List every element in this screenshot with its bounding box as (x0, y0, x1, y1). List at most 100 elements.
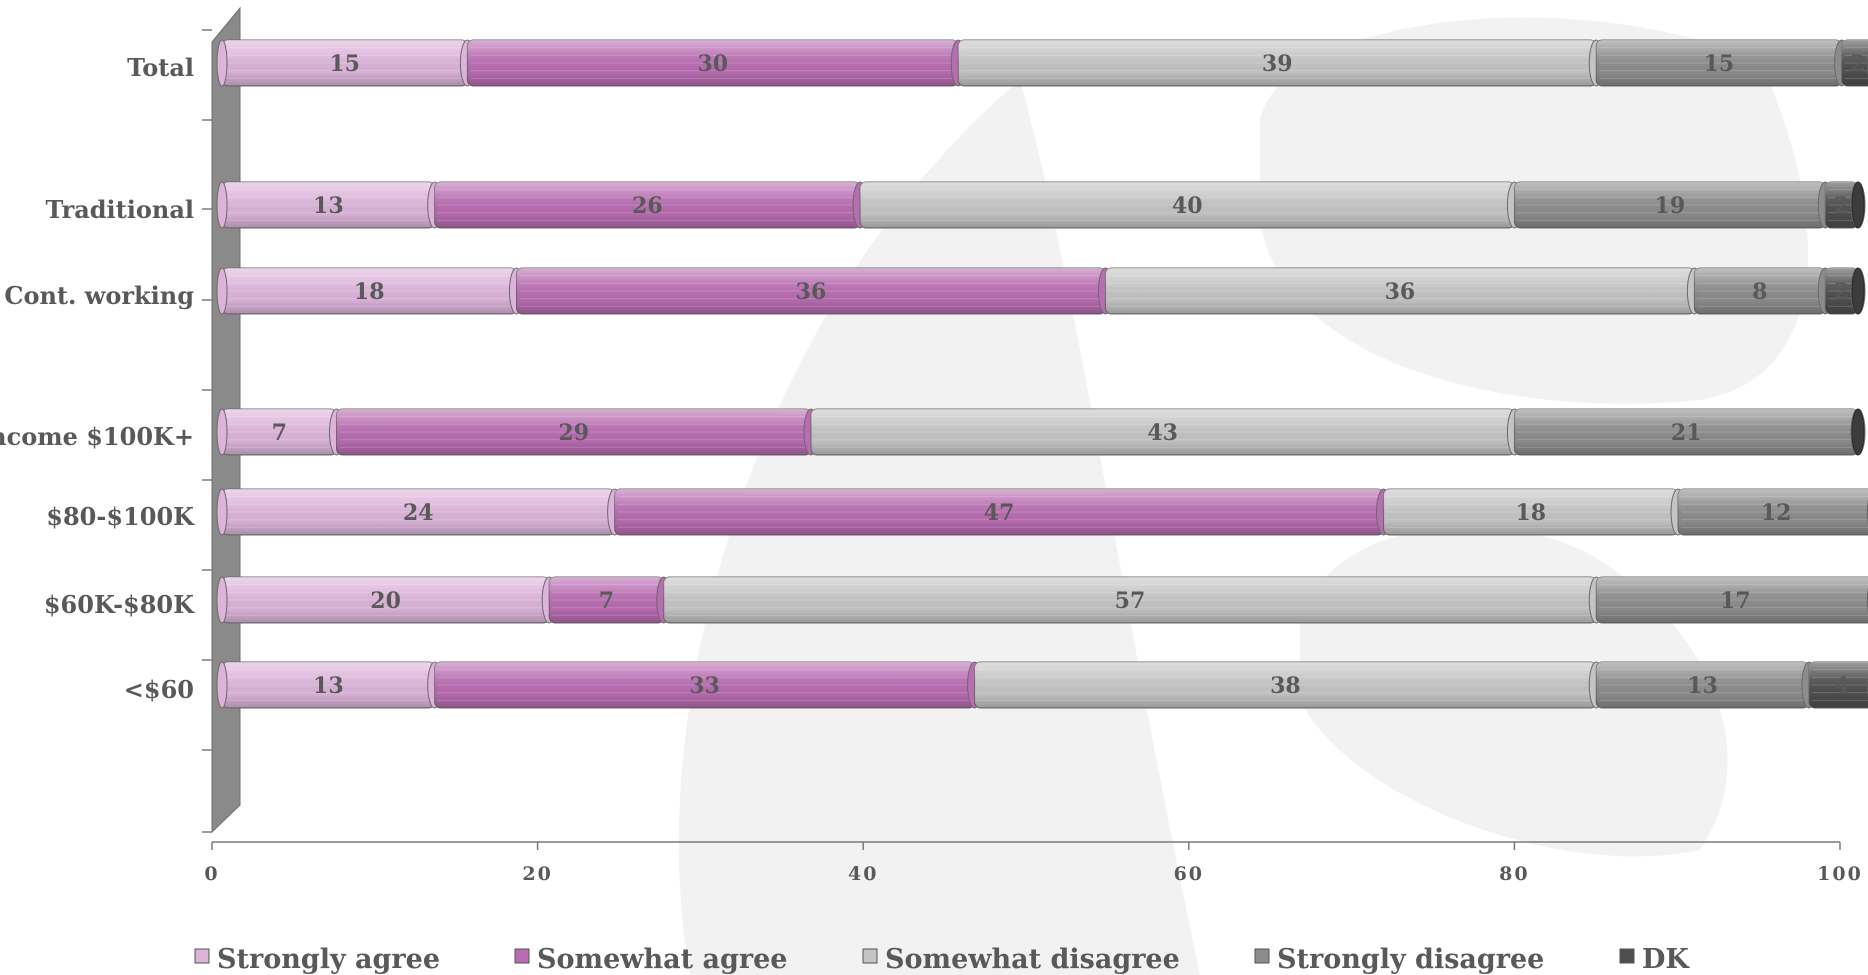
bar-start-cap-cont-working (216, 267, 228, 315)
bar-80-100k-somewhat-disagree-value-label: 18 (1515, 500, 1546, 526)
bar-total-dk-value-label: 2 (1850, 51, 1865, 77)
bar-end-cap-income-100k (1851, 408, 1865, 456)
bar-income-100k-strongly-disagree: 21 (1513, 408, 1866, 456)
bar-traditional-somewhat-disagree: 40 (859, 181, 1522, 229)
bar-cont-working-strongly-agree: 18 (221, 267, 524, 315)
bar-60k-80k-strongly-agree: 20 (221, 576, 557, 624)
bar-80-100k-strongly-disagree-shine (1678, 489, 1868, 535)
legend-label-somewhat-agree: Somewhat agree (537, 944, 787, 975)
x-tick-label-0: 0 (204, 863, 219, 885)
bar-60-strongly-disagree: 13 (1595, 661, 1817, 709)
bar-total-strongly-disagree-value-label: 15 (1704, 51, 1735, 77)
x-tick-label-100: 100 (1817, 863, 1863, 885)
bar-income-100k-somewhat-disagree: 43 (810, 408, 1522, 456)
bar-60k-80k-somewhat-agree: 7 (548, 576, 672, 624)
bar-80-100k-strongly-agree-shine (222, 489, 615, 535)
bar-80-100k-somewhat-agree-value-label: 47 (984, 500, 1015, 526)
bar-end-cap-traditional (1851, 181, 1865, 229)
bar-60-strongly-agree-value-label: 13 (313, 673, 344, 699)
bar-60k-80k-somewhat-agree-shine (549, 577, 664, 623)
bar-60-dk-value-label: 4 (1834, 673, 1849, 699)
bar-total-strongly-disagree: 15 (1595, 39, 1850, 87)
bar-traditional-strongly-agree: 13 (221, 181, 443, 229)
bar-traditional-strongly-disagree-value-label: 19 (1655, 193, 1686, 219)
bar-cont-working-strongly-agree-shine (222, 268, 517, 314)
bar-total-dk-shine (1841, 40, 1868, 86)
bar-60-somewhat-disagree-value-label: 38 (1270, 673, 1301, 699)
bar-start-cap-total (216, 39, 228, 87)
bar-80-100k-somewhat-disagree: 18 (1383, 488, 1686, 536)
bar-60-somewhat-agree-value-label: 33 (689, 673, 720, 699)
bar-traditional-somewhat-agree-value-label: 26 (632, 193, 663, 219)
legend-swatch-somewhat-disagree (862, 948, 878, 964)
bar-cont-working-somewhat-agree: 36 (515, 267, 1113, 315)
bar-traditional-strongly-disagree-shine (1514, 182, 1826, 228)
bar-income-100k-strongly-disagree-value-label: 21 (1671, 420, 1702, 446)
bar-start-cap-income-100k (216, 408, 228, 456)
category-label-60: <$60 (124, 675, 194, 704)
category-label-80-100k: $80-$100K (46, 502, 195, 531)
bar-60k-80k-somewhat-agree-value-label: 7 (599, 588, 614, 614)
bar-row-60k-80k: 20 7 57 17 (216, 576, 1868, 624)
bar-total-somewhat-disagree: 39 (957, 39, 1604, 87)
bar-traditional-somewhat-disagree-shine (860, 182, 1515, 228)
x-axis: 0 20 40 60 80 100 (204, 841, 1863, 885)
legend-item-somewhat-agree: Somewhat agree (514, 944, 787, 975)
category-labels: Total Traditional Cont. working Income $100… (0, 53, 195, 704)
bar-row-cont-working: 18 36 36 8 2 (216, 267, 1866, 315)
category-label-income-100k: Income $100K+ (0, 422, 194, 451)
bar-cont-working-strongly-agree-value-label: 18 (354, 279, 385, 305)
bar-end-cap-cont-working (1851, 267, 1865, 315)
bar-cont-working-strongly-disagree-value-label: 8 (1752, 279, 1767, 305)
bar-income-100k-somewhat-agree-shine (336, 409, 811, 455)
bar-cont-working-strongly-disagree-shine (1694, 268, 1826, 314)
legend-item-strongly-agree: Strongly agree (194, 944, 440, 975)
bar-total-somewhat-disagree-value-label: 39 (1262, 51, 1293, 77)
bar-income-100k-strongly-agree: 7 (221, 408, 345, 456)
bar-row-traditional: 13 26 40 19 2 (216, 181, 1866, 229)
bar-cont-working-dk-value-label: 2 (1834, 279, 1849, 305)
legend-item-somewhat-disagree: Somewhat disagree (862, 944, 1180, 975)
bar-row-60: 13 33 38 13 4 (216, 661, 1868, 709)
legend-swatch-strongly-disagree (1254, 948, 1270, 964)
bar-income-100k-somewhat-agree-value-label: 29 (558, 420, 589, 446)
legend: Strongly agree Somewhat agree Somewhat dis… (194, 944, 1690, 975)
bar-traditional-dk-value-label: 2 (1834, 193, 1849, 219)
bar-income-100k-strongly-agree-shine (222, 409, 337, 455)
bar-income-100k-strongly-agree-value-label: 7 (272, 420, 287, 446)
bar-60k-80k-somewhat-disagree-value-label: 57 (1115, 588, 1146, 614)
bar-cont-working-somewhat-disagree-shine (1105, 268, 1695, 314)
bar-cont-working-strongly-disagree: 8 (1693, 267, 1833, 315)
bar-60-somewhat-disagree-shine (974, 662, 1597, 708)
bar-income-100k-somewhat-disagree-shine (810, 409, 1515, 455)
bar-60-somewhat-agree: 33 (434, 661, 983, 709)
bar-60-strongly-agree: 13 (221, 661, 443, 709)
legend-swatch-dk (1619, 948, 1635, 964)
bar-total-strongly-agree-value-label: 15 (329, 51, 360, 77)
x-tick-label-80: 80 (1499, 863, 1529, 885)
bar-traditional-somewhat-disagree-value-label: 40 (1172, 193, 1203, 219)
bar-cont-working-dk-shine (1825, 268, 1858, 314)
bar-row-income-100k: 7 29 43 21 (216, 408, 1866, 456)
legend-label-strongly-disagree: Strongly disagree (1277, 944, 1544, 975)
bar-row-total: 15 30 39 15 2 (216, 39, 1868, 87)
bar-cont-working-somewhat-disagree-value-label: 36 (1385, 279, 1416, 305)
bar-traditional-somewhat-agree: 26 (434, 181, 868, 229)
category-label-total: Total (127, 53, 194, 82)
bar-60-strongly-disagree-value-label: 13 (1687, 673, 1718, 699)
bar-60k-80k-strongly-agree-value-label: 20 (370, 588, 401, 614)
bar-income-100k-strongly-disagree-shine (1514, 409, 1858, 455)
bar-80-100k-somewhat-agree-shine (614, 489, 1384, 535)
bar-60-somewhat-agree-shine (434, 662, 975, 708)
bar-cont-working-somewhat-disagree: 36 (1104, 267, 1702, 315)
bar-total-dk: 2 (1841, 39, 1868, 87)
bar-total-somewhat-agree: 30 (466, 39, 966, 87)
bar-80-100k-somewhat-disagree-shine (1383, 489, 1679, 535)
bar-start-cap-traditional (216, 181, 228, 229)
bar-60k-80k-somewhat-disagree-shine (663, 577, 1597, 623)
bar-60-strongly-agree-shine (222, 662, 435, 708)
legend-swatch-somewhat-agree (514, 948, 530, 964)
